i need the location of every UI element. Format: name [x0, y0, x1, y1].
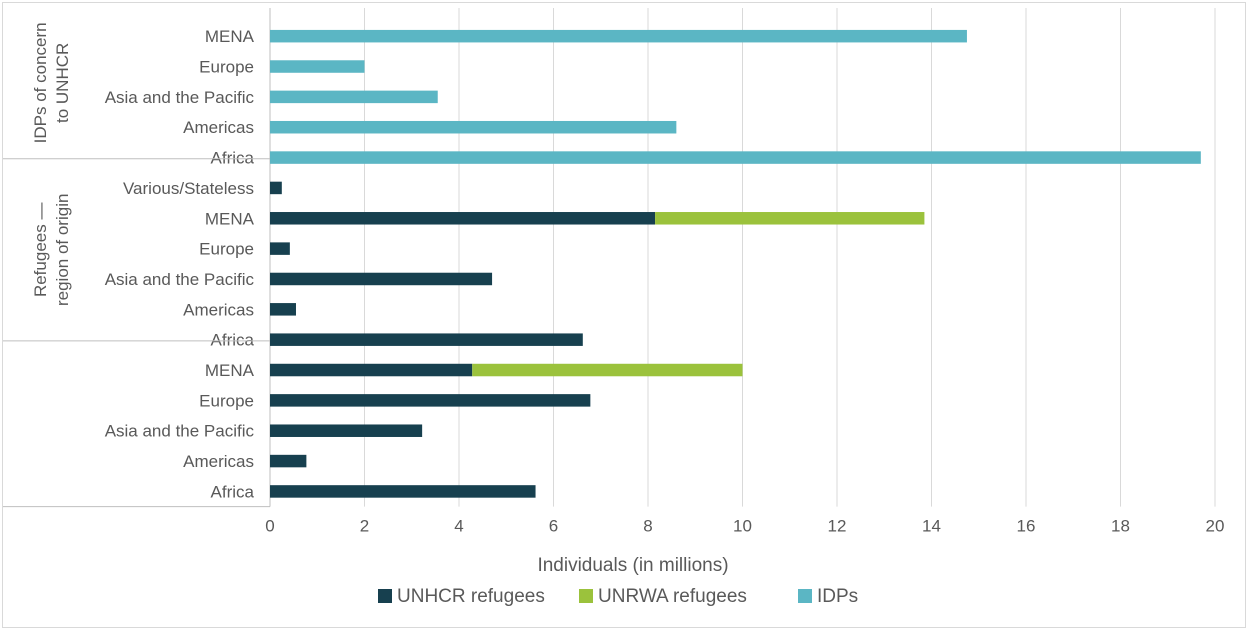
x-tick-label: 2 [360, 517, 369, 536]
category-label: Africa [211, 482, 255, 501]
category-label: Americas [183, 300, 254, 319]
bar-idps [270, 60, 365, 73]
category-label: Africa [211, 331, 255, 350]
group-label: region of origin [53, 194, 72, 306]
category-label: Americas [183, 452, 254, 471]
x-tick-label: 14 [922, 517, 941, 536]
legend-label-unrwa: UNRWA refugees [598, 586, 747, 607]
x-tick-label: 0 [265, 517, 274, 536]
x-tick-label: 8 [643, 517, 652, 536]
bar-idps [270, 90, 438, 104]
x-tick-label: 6 [549, 517, 558, 536]
x-tick-label: 20 [1206, 517, 1225, 536]
category-label: Various/Stateless [123, 179, 254, 198]
x-tick-label: 10 [733, 517, 752, 536]
bar-unhcr [270, 242, 290, 255]
category-label: Asia and the Pacific [105, 270, 255, 289]
bar-unhcr [270, 424, 423, 437]
legend: UNHCR refugees UNRWA refugees IDPs [378, 586, 858, 607]
legend-label-idps: IDPs [817, 586, 858, 607]
category-label: Europe [199, 391, 254, 410]
category-label: MENA [205, 209, 255, 228]
bar-unhcr [270, 394, 591, 407]
legend-swatch-idps [798, 589, 812, 603]
bar-chart: MENA Europe Asia and the Pacific Americas Af… [3, 8, 1224, 607]
bar-unhcr [270, 212, 656, 225]
category-label: Europe [199, 58, 254, 77]
bar-unhcr [270, 303, 296, 316]
bar-idps [270, 151, 1201, 164]
x-tick-label: 12 [828, 517, 847, 536]
bar-idps [270, 29, 967, 43]
category-labels: MENA Europe Asia and the Pacific Americas Af… [105, 27, 255, 501]
category-label: Americas [183, 118, 254, 137]
category-label: MENA [205, 27, 255, 46]
bar-idps [270, 120, 677, 134]
bar-unhcr [270, 333, 583, 346]
x-tick-label: 4 [454, 517, 463, 536]
legend-label-unhcr: UNHCR refugees [397, 586, 545, 607]
group-label: Refugees — [31, 203, 50, 297]
category-label: Europe [199, 240, 254, 259]
category-label: Asia and the Pacific [105, 88, 255, 107]
x-axis-ticks: 0 2 4 6 8 10 12 14 16 18 20 [265, 517, 1224, 536]
bar-unrwa [655, 212, 925, 225]
bar-unhcr [270, 272, 493, 286]
group-labels: IDPs of concern to UNHCR Refugees — region … [3, 22, 270, 508]
bar-unhcr [270, 181, 282, 195]
category-label: Asia and the Pacific [105, 422, 255, 441]
x-tick-label: 16 [1017, 517, 1036, 536]
legend-swatch-unhcr [378, 589, 392, 603]
bar-unhcr [270, 363, 473, 377]
bar-unhcr [270, 485, 536, 498]
category-label: MENA [205, 361, 255, 380]
x-tick-label: 18 [1111, 517, 1130, 536]
group-label: to UNHCR [53, 43, 72, 123]
legend-swatch-unrwa [579, 589, 593, 603]
x-axis-title: Individuals (in millions) [537, 555, 728, 576]
bar-unrwa [472, 363, 743, 377]
bar-unhcr [270, 454, 307, 468]
bars [270, 29, 1201, 498]
category-label: Africa [211, 149, 255, 168]
group-label: IDPs of concern [31, 22, 50, 143]
